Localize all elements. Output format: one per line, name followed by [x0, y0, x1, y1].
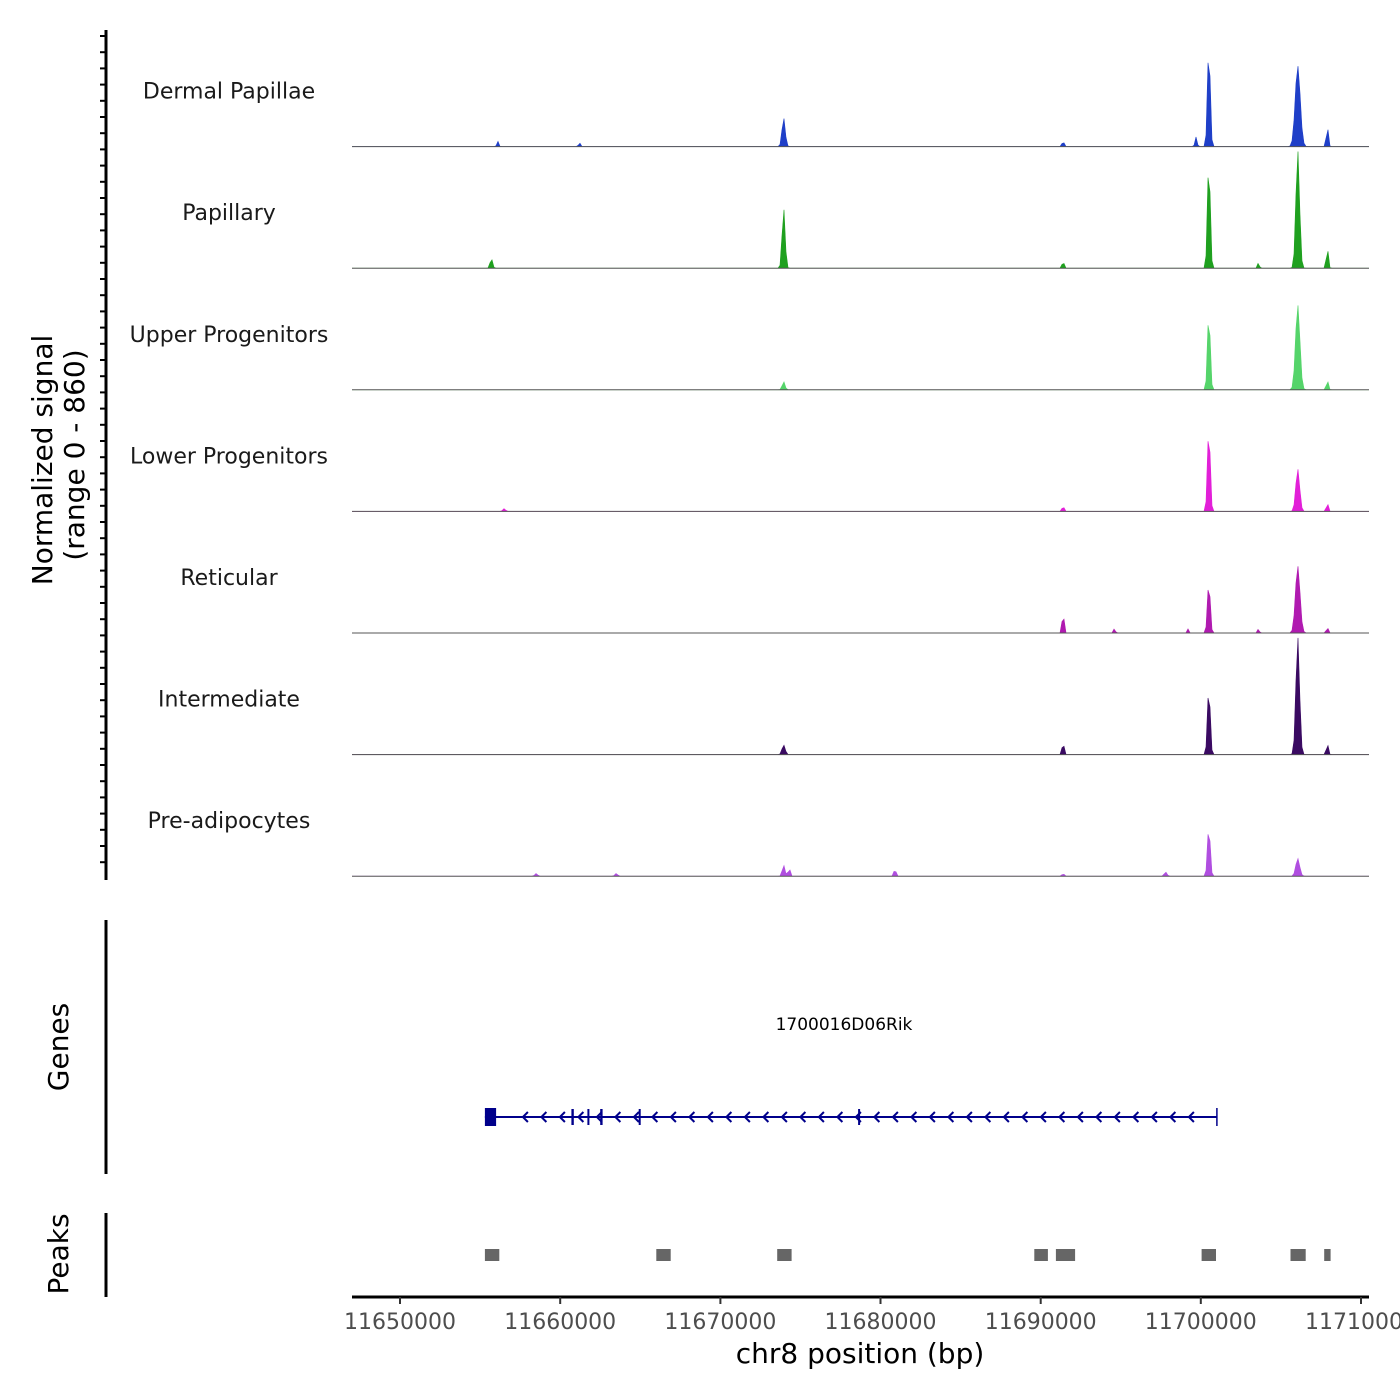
gene-strand-arrow	[835, 1111, 844, 1123]
gene-strand-arrow	[928, 1111, 936, 1123]
gene-strand-arrow	[687, 1111, 696, 1123]
track-signal-area	[352, 62, 1369, 147]
gene-strand-arrow	[724, 1111, 733, 1123]
track-label: Pre-adipocytes	[148, 809, 311, 834]
gene-strand-arrow	[558, 1111, 566, 1123]
peak-regions	[484, 1249, 1331, 1261]
x-axis-tick-label: 11650000	[344, 1310, 456, 1335]
peak-region	[1055, 1249, 1076, 1261]
gene-strand-arrow	[761, 1111, 770, 1123]
gene-strand-arrow	[817, 1111, 825, 1123]
gene-strand-arrow	[669, 1111, 677, 1123]
gene-strand-arrow	[650, 1111, 659, 1123]
track-pre-adipocytes: Pre-adipocytes	[148, 809, 1369, 877]
gene-strand-arrow	[632, 1111, 640, 1123]
x-axis-tick-label: 11670000	[664, 1310, 776, 1335]
gene-exon	[638, 1109, 641, 1125]
gene-exon	[484, 1108, 497, 1126]
track-label: Reticular	[180, 566, 278, 591]
x-axis-ticks: 11650000 11660000 11670000 11680000 11690000…	[344, 1297, 1400, 1335]
gene-strand-arrow	[1131, 1111, 1140, 1123]
peak-region	[1324, 1249, 1331, 1261]
track-signal-area	[352, 151, 1369, 269]
track-label: Dermal Papillae	[143, 80, 315, 105]
gene-strand-arrow	[1039, 1111, 1047, 1123]
peak-region	[777, 1249, 792, 1261]
track-label: Intermediate	[158, 688, 300, 713]
peak-region	[484, 1249, 500, 1261]
track-signal-area	[352, 834, 1369, 877]
track-intermediate: Intermediate	[158, 637, 1369, 756]
peak-region	[1290, 1249, 1306, 1261]
x-axis-tick-label: 11660000	[504, 1310, 616, 1335]
gene-strand-arrow	[965, 1111, 973, 1123]
gene-exon	[587, 1109, 590, 1125]
gene-strand-arrow	[613, 1111, 622, 1123]
track-label: Papillary	[182, 201, 276, 226]
track-signal-area	[352, 637, 1369, 755]
track-signal-area	[352, 305, 1369, 391]
gene-strand-arrow	[1076, 1111, 1084, 1123]
gene-strand-arrow	[798, 1111, 807, 1123]
gene-strand-arrow	[1002, 1111, 1010, 1123]
gene-strand-arrow	[539, 1111, 548, 1123]
signal-axis-ticks	[100, 35, 106, 864]
gene-strand-arrow	[909, 1111, 918, 1123]
gene-strand-arrow	[1168, 1111, 1177, 1123]
signal-tracks: Dermal Papillae Papillary Upper Progenitor…	[130, 62, 1369, 877]
track-papillary: Papillary	[182, 151, 1369, 269]
peak-region	[656, 1249, 671, 1261]
gene-strand-arrow	[576, 1111, 585, 1123]
gene-strand-arrow	[1057, 1111, 1066, 1123]
track-reticular: Reticular	[180, 566, 1369, 634]
x-axis-tick-label: 11690000	[985, 1310, 1097, 1335]
peaks-label: Peaks	[42, 1213, 75, 1294]
gene-strand-arrow	[521, 1111, 529, 1123]
gene-exon	[571, 1109, 574, 1125]
peak-region	[1034, 1249, 1048, 1261]
gene-strand-arrow	[983, 1111, 992, 1123]
signal-ylabel-line2: (range 0 - 860)	[58, 349, 91, 560]
track-dermal-papillae: Dermal Papillae	[143, 62, 1369, 148]
peak-region	[1201, 1249, 1216, 1261]
gene-strand-arrow	[872, 1111, 881, 1123]
track-label: Upper Progenitors	[130, 323, 329, 348]
x-axis-tick-label: 11710000	[1305, 1310, 1400, 1335]
signal-ylabel-line1: Normalized signal	[26, 335, 59, 586]
gene-strand-arrow	[1020, 1111, 1029, 1123]
track-upper-progenitors: Upper Progenitors	[130, 305, 1369, 391]
x-axis-tick-label: 11700000	[1145, 1310, 1257, 1335]
x-axis-tick-label: 11680000	[825, 1310, 937, 1335]
gene-name-label: 1700016D06Rik	[776, 1015, 913, 1035]
gene-exon	[858, 1109, 861, 1125]
gene-strand-arrow	[1187, 1111, 1195, 1123]
gene-exon	[600, 1109, 603, 1125]
gene-strand-arrow	[891, 1111, 899, 1123]
gene-strand-arrow	[1150, 1111, 1158, 1123]
gene-strand-arrow	[946, 1111, 955, 1123]
track-signal-area	[352, 566, 1369, 634]
track-label: Lower Progenitors	[130, 444, 328, 469]
track-signal-area	[352, 441, 1369, 512]
gene-strand-arrow	[743, 1111, 751, 1123]
gene-strand-arrow	[1113, 1111, 1121, 1123]
gene-strand-arrow	[1094, 1111, 1103, 1123]
x-axis-title: chr8 position (bp)	[736, 1337, 985, 1370]
gene-strand-arrow	[780, 1111, 788, 1123]
genes-label: Genes	[42, 1003, 75, 1091]
track-lower-progenitors: Lower Progenitors	[130, 441, 1369, 512]
gene-strand-arrow	[706, 1111, 714, 1123]
gene-model	[484, 1108, 1218, 1126]
